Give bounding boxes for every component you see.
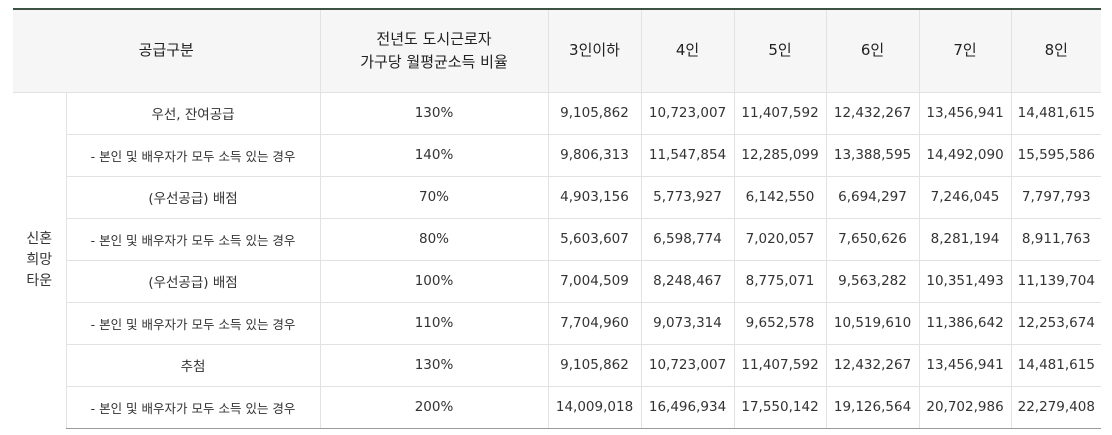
group-label-line3: 타운 <box>26 272 53 289</box>
row-ratio: 130% <box>319 91 549 134</box>
header-household-6: 6인 <box>825 8 920 92</box>
row-label: - 본인 및 배우자가 모두 소득 있는 경우 <box>65 133 321 176</box>
header-household-4: 4인 <box>640 8 735 92</box>
header-household-7: 7인 <box>918 8 1012 92</box>
row-ratio: 110% <box>319 301 549 344</box>
cell-value: 5,603,607 <box>547 217 642 260</box>
cell-value: 22,279,408 <box>1010 385 1102 429</box>
row-label: (우선공급) 배점 <box>65 175 321 218</box>
table-row: 신혼 희망 타운 우선, 잔여공급 130% 9,105,862 10,723,… <box>13 91 1102 428</box>
cell-value: 6,142,550 <box>733 175 827 218</box>
cell-value: 9,073,314 <box>640 301 735 344</box>
cell-value: 17,550,142 <box>733 385 827 429</box>
cell-value: 15,595,586 <box>1010 133 1102 176</box>
cell-value: 13,456,941 <box>918 343 1012 386</box>
cell-value: 8,911,763 <box>1010 217 1102 260</box>
header-income-ratio-line1: 전년도 도시근로자 <box>376 29 492 48</box>
header-income-ratio-line2: 가구당 월평균소득 비율 <box>360 52 508 71</box>
cell-value: 19,126,564 <box>825 385 920 429</box>
table-row: - 본인 및 배우자가 모두 소득 있는 경우 110% 7,704,960 9… <box>13 301 1102 344</box>
cell-value: 6,598,774 <box>640 217 735 260</box>
row-ratio: 70% <box>319 175 549 218</box>
cell-value: 10,723,007 <box>640 91 735 134</box>
group-label-line2: 희망 <box>26 251 53 268</box>
row-label: - 본인 및 배우자가 모두 소득 있는 경우 <box>65 385 321 429</box>
cell-value: 10,519,610 <box>825 301 920 344</box>
row-ratio: 100% <box>319 259 549 302</box>
header-income-ratio: 전년도 도시근로자 가구당 월평균소득 비율 <box>319 8 549 92</box>
cell-value: 11,407,592 <box>733 343 827 386</box>
cell-value: 7,704,960 <box>547 301 642 344</box>
row-label: - 본인 및 배우자가 모두 소득 있는 경우 <box>65 301 321 344</box>
header-household-5: 5인 <box>733 8 827 92</box>
cell-value: 9,563,282 <box>825 259 920 302</box>
table-row: (우선공급) 배점 100% 7,004,509 8,248,467 8,775… <box>13 259 1102 302</box>
row-ratio: 130% <box>319 343 549 386</box>
row-ratio: 140% <box>319 133 549 176</box>
cell-value: 7,797,793 <box>1010 175 1102 218</box>
cell-value: 10,351,493 <box>918 259 1012 302</box>
cell-value: 16,496,934 <box>640 385 735 429</box>
group-label-line1: 신혼 <box>26 230 53 247</box>
cell-value: 7,020,057 <box>733 217 827 260</box>
cell-value: 8,281,194 <box>918 217 1012 260</box>
cell-value: 7,004,509 <box>547 259 642 302</box>
cell-value: 11,386,642 <box>918 301 1012 344</box>
cell-value: 13,456,941 <box>918 91 1012 134</box>
cell-value: 12,432,267 <box>825 91 920 134</box>
cell-value: 8,248,467 <box>640 259 735 302</box>
cell-value: 5,773,927 <box>640 175 735 218</box>
cell-value: 12,432,267 <box>825 343 920 386</box>
header-household-3: 3인이하 <box>547 8 642 92</box>
cell-value: 7,246,045 <box>918 175 1012 218</box>
cell-value: 14,492,090 <box>918 133 1012 176</box>
table-row: - 본인 및 배우자가 모두 소득 있는 경우 140% 9,806,313 1… <box>13 133 1102 176</box>
cell-value: 10,723,007 <box>640 343 735 386</box>
row-label: 우선, 잔여공급 <box>65 91 321 134</box>
cell-value: 14,009,018 <box>547 385 642 429</box>
cell-value: 9,806,313 <box>547 133 642 176</box>
cell-value: 4,903,156 <box>547 175 642 218</box>
table-row: - 본인 및 배우자가 모두 소득 있는 경우 200% 14,009,018 … <box>13 385 1102 429</box>
cell-value: 14,481,615 <box>1010 91 1102 134</box>
cell-value: 9,105,862 <box>547 343 642 386</box>
table-row: (우선공급) 배점 70% 4,903,156 5,773,927 6,142,… <box>13 175 1102 218</box>
row-label: (우선공급) 배점 <box>65 259 321 302</box>
cell-value: 11,407,592 <box>733 91 827 134</box>
row-label: 추첨 <box>65 343 321 386</box>
group-label-newlywed-hope-town: 신혼 희망 타운 <box>13 91 66 428</box>
table-row: 추첨 130% 9,105,862 10,723,007 11,407,592 … <box>13 343 1102 386</box>
cell-value: 8,775,071 <box>733 259 827 302</box>
row-label: - 본인 및 배우자가 모두 소득 있는 경우 <box>65 217 321 260</box>
cell-value: 6,694,297 <box>825 175 920 218</box>
cell-value: 9,652,578 <box>733 301 827 344</box>
cell-value: 9,105,862 <box>547 91 642 134</box>
cell-value: 20,702,986 <box>918 385 1012 429</box>
cell-value: 11,547,854 <box>640 133 735 176</box>
cell-value: 14,481,615 <box>1010 343 1102 386</box>
cell-value: 12,285,099 <box>733 133 827 176</box>
cell-value: 7,650,626 <box>825 217 920 260</box>
table-row: - 본인 및 배우자가 모두 소득 있는 경우 80% 5,603,607 6,… <box>13 217 1102 260</box>
header-supply-type: 공급구분 <box>13 8 321 92</box>
cell-value: 11,139,704 <box>1010 259 1102 302</box>
header-household-8: 8인 <box>1010 8 1102 92</box>
row-ratio: 200% <box>319 385 549 429</box>
row-ratio: 80% <box>319 217 549 260</box>
header-row: 공급구분 전년도 도시근로자 가구당 월평균소득 비율 3인이하 4인 5인 6… <box>13 8 1102 92</box>
cell-value: 12,253,674 <box>1010 301 1102 344</box>
cell-value: 13,388,595 <box>825 133 920 176</box>
income-criteria-table: 공급구분 전년도 도시근로자 가구당 월평균소득 비율 3인이하 4인 5인 6… <box>13 8 1102 429</box>
